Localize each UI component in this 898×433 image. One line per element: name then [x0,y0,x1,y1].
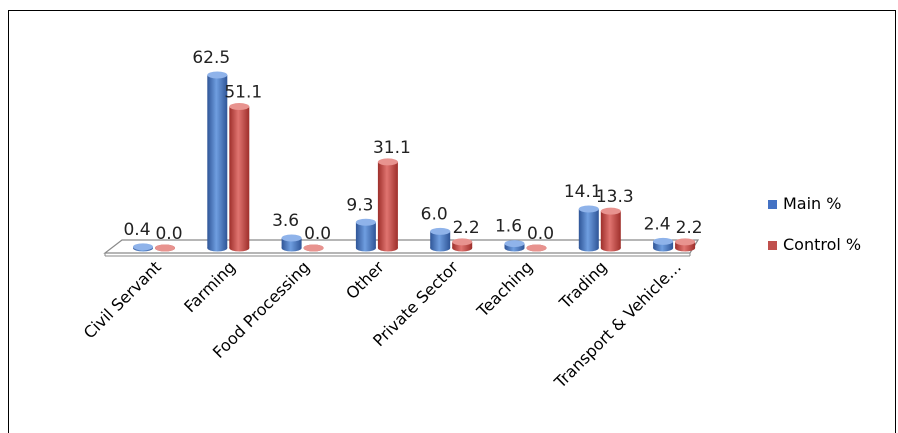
data-labels-group: 0.4 0.062.551.13.60.09.331.16.02.2 1.6 0.01… [123,48,702,244]
bar-control-trading [600,207,621,252]
legend-swatch-control [768,241,777,250]
frame-border-left [8,10,9,433]
category-label-teaching: Teaching [472,257,536,321]
data-label-main-teaching: 1.6 [495,217,522,237]
data-label-main-other: 9.3 [346,195,373,215]
legend: Main % Control % [768,194,861,254]
chart-floor [103,239,700,257]
data-label-main-farming: 62.5 [192,48,230,68]
bar-main-food-processing [281,234,302,252]
data-label-control-farming: 51.1 [224,83,262,103]
legend-item-control: Control % [768,235,861,254]
bar-control-other [377,158,398,252]
legend-swatch-main [768,200,777,209]
data-label-control-transport-vehicle: 2.2 [676,218,703,238]
bar-control-private-sector [452,238,473,252]
bar-control-teaching [526,244,547,252]
data-label-control-other: 31.1 [373,138,411,158]
legend-item-main: Main % [768,194,841,213]
category-label-transport-vehicle: Transport & Vehicle… [550,257,685,392]
data-label-control-food-processing: 0.0 [304,224,331,244]
data-label-control-teaching: 0.0 [527,224,554,244]
bar-main-other [355,218,376,252]
category-label-other: Other [342,257,388,303]
bar-control-civil-servant [155,244,175,252]
bar-control-farming [229,103,250,252]
data-label-control-civil-servant: 0.0 [155,224,182,244]
bar-main-private-sector [430,227,451,252]
bar-control-transport-vehicle [675,238,696,252]
legend-label-control: Control % [783,235,861,254]
data-label-main-food-processing: 3.6 [272,211,299,231]
bar-main-farming [207,71,228,252]
data-label-control-private-sector: 2.2 [453,218,480,238]
category-label-trading: Trading [555,257,611,313]
bars-group [133,71,696,252]
data-label-main-private-sector: 6.0 [421,204,448,224]
legend-label-main: Main % [783,194,841,213]
data-label-main-trading: 14.1 [564,182,602,202]
floor-plane [103,239,700,254]
bar-main-civil-servant [133,243,153,252]
bar-main-teaching [504,240,525,252]
category-label-civil-servant: Civil Servant [80,257,165,342]
frame-border-right [895,10,896,433]
data-label-main-civil-servant: 0.4 [123,220,150,240]
data-label-main-transport-vehicle: 2.4 [644,214,671,234]
frame-border-top [8,10,896,11]
data-label-control-trading: 13.3 [596,187,634,207]
bar-main-transport-vehicle [653,237,674,252]
category-label-farming: Farming [180,257,239,316]
bar-control-food-processing [303,244,324,252]
bar-main-trading [578,205,599,252]
